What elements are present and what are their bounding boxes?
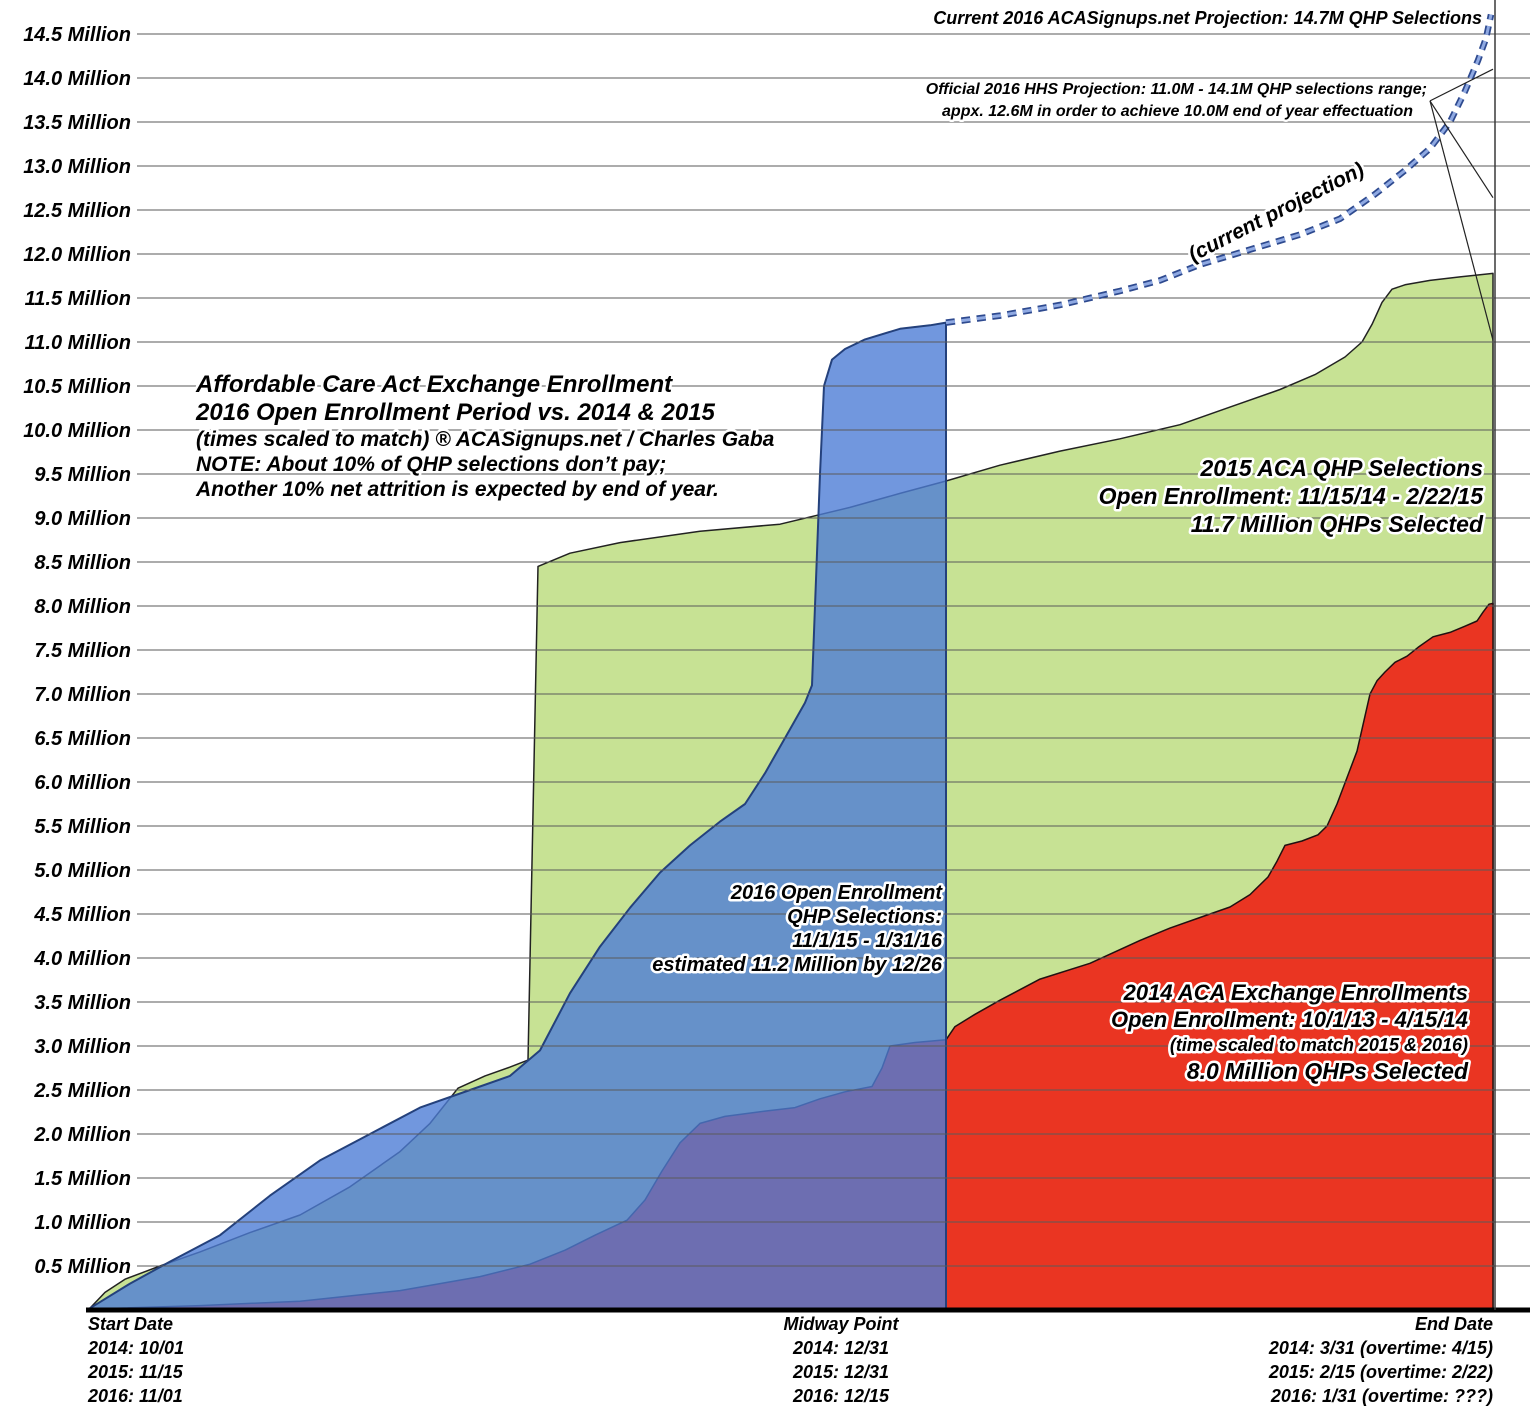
y-axis-label: 11.5 Million [25, 288, 131, 310]
label-2015-line-2: Open Enrollment: 11/15/14 - 2/22/15 [1099, 483, 1485, 509]
y-axis-label: 8.5 Million [34, 552, 131, 574]
y-axis-label: 2.5 Million [33, 1080, 131, 1102]
y-axis-label: 8.0 Million [34, 596, 131, 618]
x-end-line-3: 2015: 2/15 (overtime: 2/22) [1268, 1362, 1493, 1382]
label-2014-line-3: (time scaled to match 2015 & 2016) [1170, 1035, 1468, 1055]
y-axis-label: 0.5 Million [34, 1256, 131, 1278]
x-mid-line-1: Midway Point [783, 1314, 899, 1334]
x-end-line-2: 2014: 3/31 (overtime: 4/15) [1268, 1338, 1493, 1358]
y-axis-label: 5.5 Million [34, 816, 131, 838]
hhs-projection-note: Official 2016 HHS Projection: 11.0M - 14… [923, 79, 1429, 123]
label-2016-line-3: 11/1/15 - 1/31/16 [792, 930, 943, 952]
chart-title-line-2: 2016 Open Enrollment Period vs. 2014 & 2… [195, 399, 716, 426]
hhs-callout-lines [1429, 68, 1494, 341]
y-axis-label: 9.0 Million [34, 508, 131, 530]
y-axis-label: 9.5 Million [34, 464, 131, 486]
x-mid-line-4: 2016: 12/15 [792, 1386, 890, 1406]
x-axis-midway-labels: Midway Point 2014: 12/31 2015: 12/31 201… [781, 1312, 902, 1409]
x-start-line-4: 2016: 11/01 [87, 1386, 183, 1406]
y-axis-label: 14.5 Million [23, 24, 131, 46]
y-axis-label: 4.5 Million [33, 904, 131, 926]
projection-line-core [945, 14, 1493, 325]
y-axis-label: 10.0 Million [23, 420, 131, 442]
gridlines-group [137, 33, 1530, 1267]
y-axis-label: 4.0 Million [33, 948, 131, 970]
callout-line [1429, 100, 1494, 199]
y-axis-label: 6.5 Million [34, 728, 131, 750]
current-projection-label: (current projection) [1185, 158, 1368, 266]
callout-line [1429, 68, 1494, 102]
chart-title-line-3: (times scaled to match) ® ACASignups.net… [196, 428, 775, 451]
x-end-line-1: End Date [1415, 1314, 1493, 1334]
projection-line-outline [945, 13, 1495, 326]
label-2014-line-4: 8.0 Million QHPs Selected [1187, 1058, 1469, 1084]
y-axis-label: 12.5 Million [23, 200, 131, 222]
y-axis-label: 13.0 Million [23, 156, 131, 178]
chart-title-line-5: Another 10% net attrition is expected by… [195, 478, 719, 501]
x-end-line-4: 2016: 1/31 (overtime: ???) [1270, 1386, 1493, 1406]
y-axis-label: 7.0 Million [34, 684, 131, 706]
projection-note: Current 2016 ACASignups.net Projection: … [933, 8, 1482, 28]
label-2014-line-2: Open Enrollment: 10/1/13 - 4/15/14 [1111, 1007, 1468, 1032]
y-axis-label: 14.0 Million [23, 68, 131, 90]
area-series-group [89, 272, 1494, 1310]
y-axis-label: 6.0 Million [34, 772, 131, 794]
label-2016-line-1: 2016 Open Enrollment [730, 882, 944, 904]
y-axis-label: 12.0 Million [23, 244, 131, 266]
y-axis-label: 1.0 Million [34, 1212, 131, 1234]
y-axis-label: 3.0 Million [34, 1036, 131, 1058]
series-label-2015: 2015 ACA QHP Selections Open Enrollment:… [1096, 453, 1487, 540]
hhs-note-line-1: Official 2016 HHS Projection: 11.0M - 14… [926, 81, 1427, 98]
x-axis-start-labels: Start Date 2014: 10/01 2015: 11/15 2016:… [85, 1312, 187, 1409]
title-block: Affordable Care Act Exchange Enrollment … [193, 369, 778, 504]
y-axis-label: 2.0 Million [33, 1124, 131, 1146]
label-2015-line-1: 2015 ACA QHP Selections [1200, 455, 1484, 481]
callout-line [1429, 100, 1494, 341]
label-2014-line-1: 2014 ACA Exchange Enrollments [1123, 980, 1468, 1005]
x-axis-end-labels: End Date 2014: 3/31 (overtime: 4/15) 201… [1265, 1312, 1495, 1409]
x-mid-line-3: 2015: 12/31 [792, 1362, 889, 1382]
series-label-2016: 2016 Open Enrollment QHP Selections: 11/… [650, 880, 946, 979]
y-axis-label: 13.5 Million [23, 112, 131, 134]
x-start-line-2: 2014: 10/01 [87, 1338, 184, 1358]
y-axis-label: 7.5 Million [34, 640, 131, 662]
x-start-line-3: 2015: 11/15 [87, 1362, 184, 1382]
y-axis-label: 3.5 Million [34, 992, 131, 1014]
y-axis-label: 11.0 Million [25, 332, 131, 354]
label-2016-line-2: QHP Selections: [787, 906, 942, 928]
label-2016-line-4: estimated 11.2 Million by 12/26 [652, 954, 943, 976]
chart-title-line-4: NOTE: About 10% of QHP selections don’t … [196, 453, 666, 476]
y-axis-label: 1.5 Million [34, 1168, 131, 1190]
y-axis-labels-group: 0.5 Million 1.0 Million 1.5 Million 2.0 Mil… [21, 22, 134, 1281]
projection-dotted-line [945, 13, 1495, 326]
x-mid-line-2: 2014: 12/31 [792, 1338, 889, 1358]
label-2015-line-3: 11.7 Million QHPs Selected [1191, 511, 1484, 537]
series-label-2014: 2014 ACA Exchange Enrollments Open Enrol… [1108, 978, 1471, 1087]
y-axis-label: 5.0 Million [34, 860, 131, 882]
hhs-note-line-2: appx. 12.6M in order to achieve 10.0M en… [942, 103, 1413, 120]
x-start-line-1: Start Date [88, 1314, 173, 1334]
chart-title-line-1: Affordable Care Act Exchange Enrollment [195, 371, 673, 398]
y-axis-label: 10.5 Million [23, 376, 131, 398]
